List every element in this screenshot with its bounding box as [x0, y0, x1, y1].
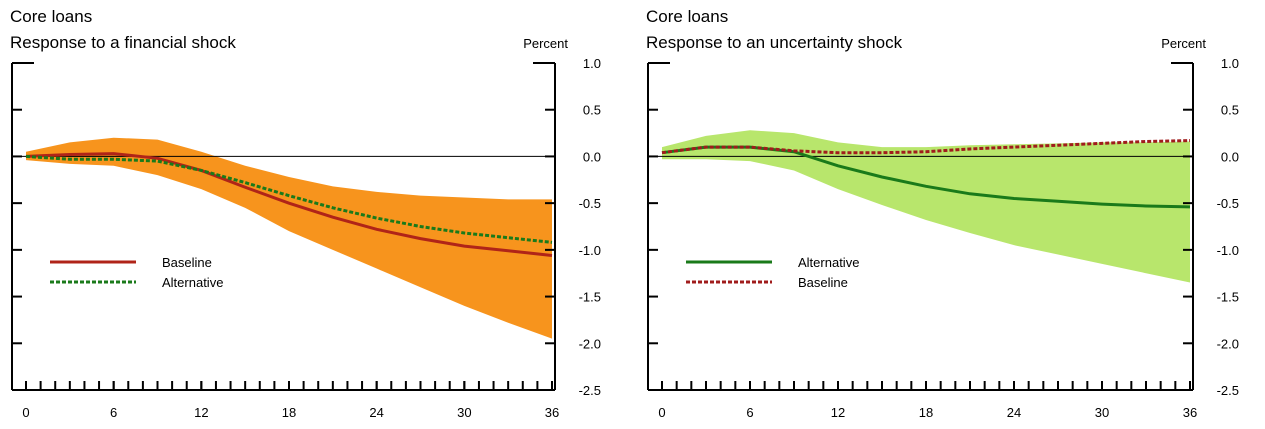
x-tick-label: 0 — [658, 405, 665, 420]
x-tick-label: 36 — [1183, 405, 1197, 420]
chart-subtitle: Response to a financial shock — [10, 33, 236, 52]
x-tick-label: 6 — [746, 405, 753, 420]
y-tick-label: -1.5 — [1217, 290, 1239, 305]
confidence-band — [26, 137, 552, 339]
y-tick-label: -1.0 — [1217, 243, 1239, 258]
chart-subtitle: Response to an uncertainty shock — [646, 33, 903, 52]
legend-label: Baseline — [162, 255, 212, 270]
y-tick-label: 0.0 — [1221, 149, 1239, 164]
y-axis-label: Percent — [1161, 36, 1206, 51]
y-tick-label: -2.0 — [1217, 336, 1239, 351]
series-line — [661, 139, 1191, 155]
series-line — [661, 145, 1191, 209]
x-tick-label: 12 — [194, 405, 208, 420]
legend-label: Baseline — [798, 275, 848, 290]
y-tick-label: -2.5 — [579, 383, 601, 398]
x-tick-label: 30 — [457, 405, 471, 420]
x-tick-label: 30 — [1095, 405, 1109, 420]
y-tick-label: -1.5 — [579, 290, 601, 305]
legend-label: Alternative — [162, 275, 223, 290]
chart-title: Core loans — [646, 7, 728, 26]
confidence-band — [662, 130, 1190, 283]
x-tick-label: 24 — [369, 405, 383, 420]
y-tick-label: -1.0 — [579, 243, 601, 258]
y-tick-label: 1.0 — [583, 56, 601, 71]
series-line — [25, 154, 553, 244]
y-tick-label: 1.0 — [1221, 56, 1239, 71]
x-tick-label: 24 — [1007, 405, 1021, 420]
y-tick-label: 0.0 — [583, 149, 601, 164]
x-tick-label: 36 — [545, 405, 559, 420]
x-tick-label: 0 — [22, 405, 29, 420]
y-tick-label: -2.5 — [1217, 383, 1239, 398]
chart-title: Core loans — [10, 7, 92, 26]
y-tick-label: -2.0 — [579, 336, 601, 351]
y-tick-label: 0.5 — [583, 103, 601, 118]
x-tick-label: 6 — [110, 405, 117, 420]
y-tick-label: -0.5 — [1217, 196, 1239, 211]
x-tick-label: 12 — [831, 405, 845, 420]
y-tick-label: 0.5 — [1221, 103, 1239, 118]
x-tick-label: 18 — [919, 405, 933, 420]
y-tick-label: -0.5 — [579, 196, 601, 211]
y-axis-label: Percent — [523, 36, 568, 51]
legend-label: Alternative — [798, 255, 859, 270]
series-line — [25, 152, 553, 257]
x-tick-label: 18 — [282, 405, 296, 420]
